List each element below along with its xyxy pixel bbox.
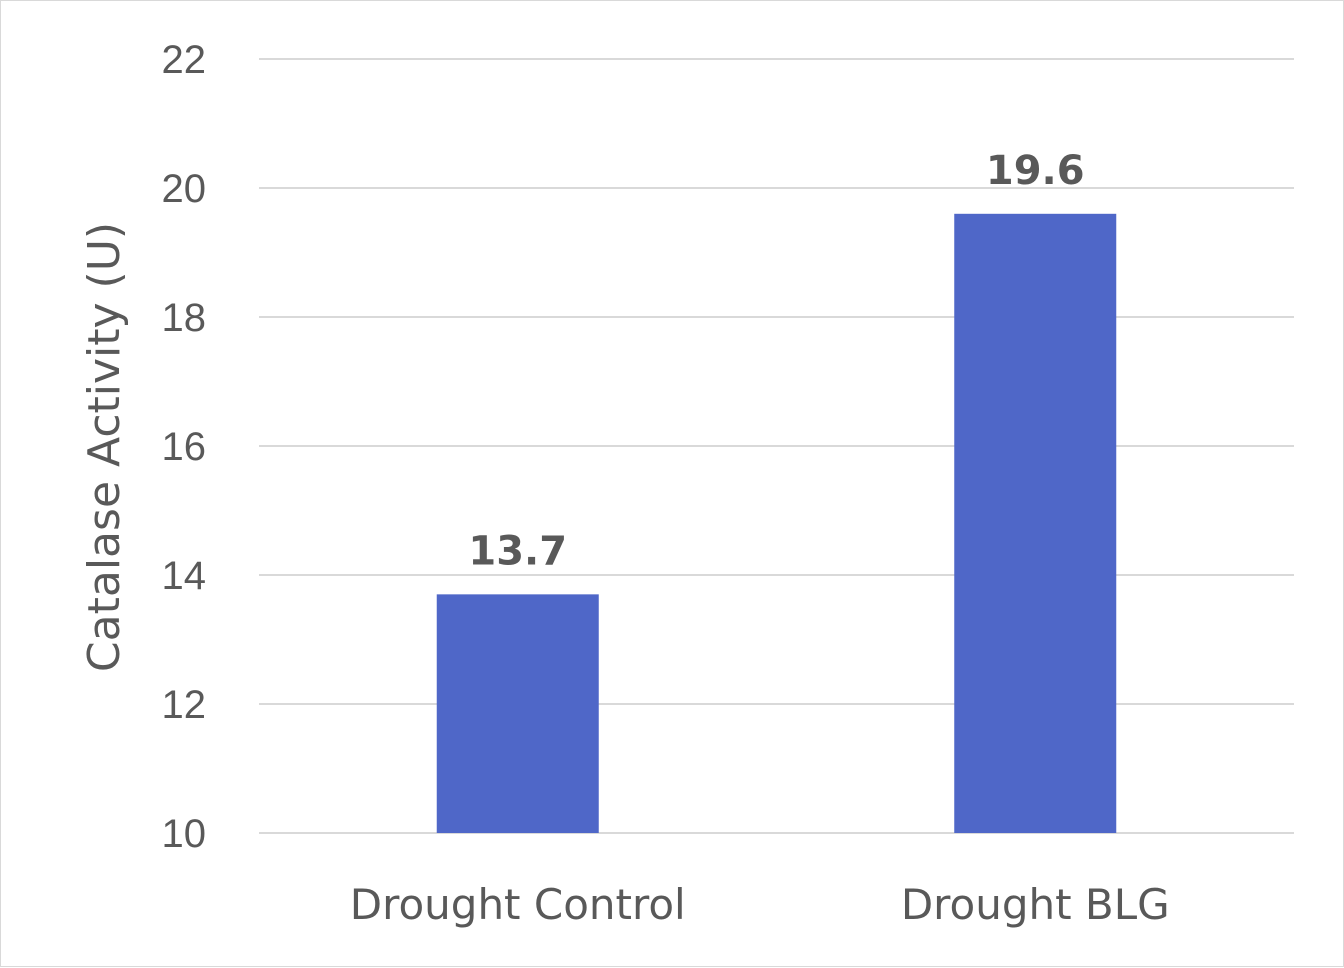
y-tick-label: 22 [162, 38, 207, 82]
bar [436, 594, 599, 833]
bars [436, 213, 1117, 834]
labels: 10 12 14 16 18 20 22 13.7 Drought Control 19.6 Dro… [162, 38, 1170, 929]
x-category-label: Drought Control [350, 880, 686, 929]
y-tick-label: 18 [162, 296, 207, 340]
y-tick-label: 12 [162, 683, 207, 727]
y-tick-label: 16 [162, 425, 207, 469]
y-tick-label: 14 [162, 554, 207, 598]
data-label: 13.7 [468, 528, 567, 574]
y-tick-label: 10 [162, 812, 207, 856]
bar [954, 213, 1117, 834]
gridlines [259, 58, 1294, 834]
x-category-label: Drought BLG [901, 880, 1170, 929]
y-tick-label: 20 [162, 167, 207, 211]
data-label: 19.6 [986, 148, 1085, 194]
y-axis-title: Catalase Activity (U) [79, 222, 130, 672]
